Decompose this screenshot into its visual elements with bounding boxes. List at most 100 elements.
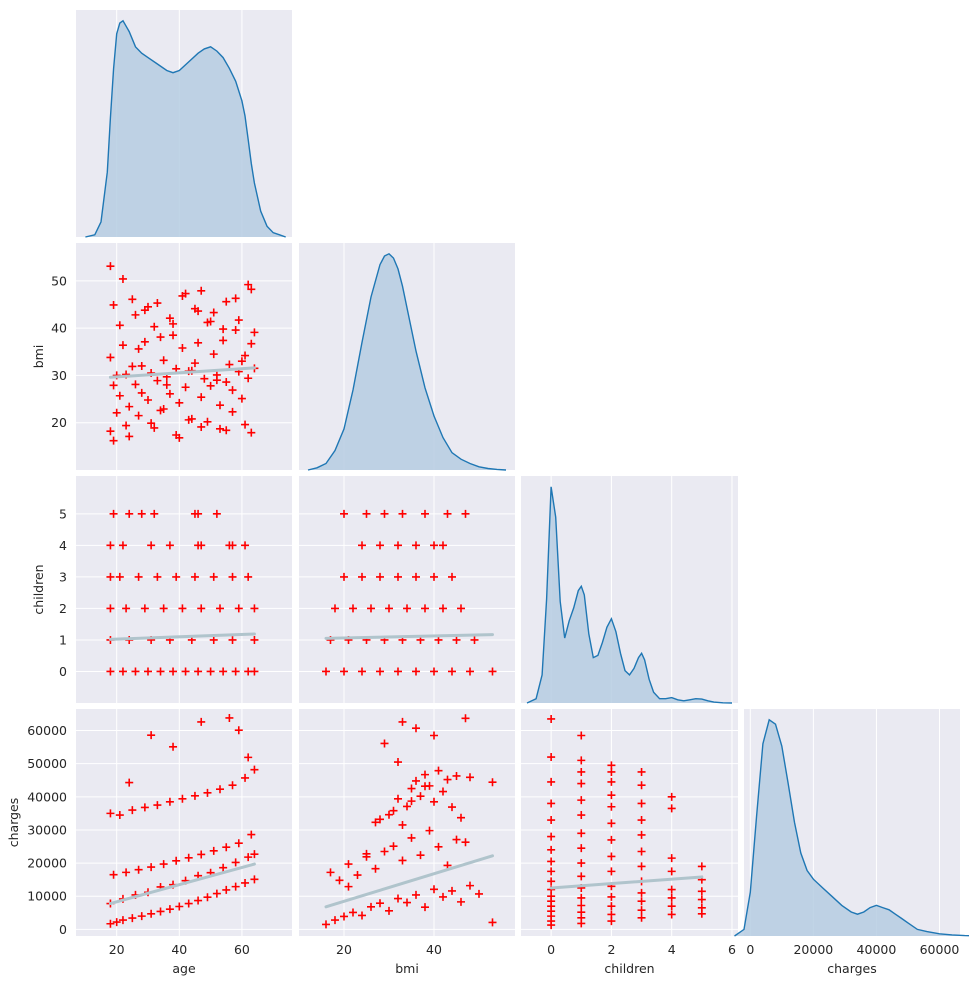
scatter-point <box>241 773 250 782</box>
scatter-point <box>244 853 253 862</box>
scatter-point <box>340 572 348 581</box>
scatter-point <box>577 844 586 853</box>
scatter-point <box>421 903 429 912</box>
kde-line-age <box>85 19 286 238</box>
panel-charges-vs-charges <box>734 709 969 937</box>
scatter-point <box>159 404 168 413</box>
scatter-point <box>137 912 146 921</box>
scatter-point <box>216 604 224 613</box>
scatter-point <box>197 541 206 550</box>
scatter-point <box>394 794 402 803</box>
scatter-point <box>250 765 259 774</box>
scatter-point <box>234 316 243 325</box>
scatter-point <box>547 832 556 841</box>
x-tick-label: 2 <box>607 942 615 957</box>
scatter-point <box>159 860 168 869</box>
scatter-point <box>637 847 646 856</box>
y-tick-label: 30000 <box>27 822 67 837</box>
scatter-point <box>577 859 586 868</box>
panel-children-vs-bmi <box>299 476 515 703</box>
x-axis-label-age: age <box>172 961 196 976</box>
scatter-point <box>156 667 165 676</box>
scatter-point <box>165 905 174 914</box>
kde-area-charges <box>734 719 969 936</box>
scatter-point <box>362 849 371 858</box>
scatter-point <box>203 417 212 426</box>
scatter-point <box>430 667 438 676</box>
scatter-point <box>237 394 246 403</box>
x-axis-label-children: children <box>604 961 654 976</box>
scatter-point <box>175 902 184 911</box>
x-tick-label: 20 <box>336 942 352 957</box>
scatter-point <box>106 919 115 928</box>
scatter-point <box>194 307 203 316</box>
kde-area-children <box>527 486 732 703</box>
scatter-point <box>488 667 497 676</box>
scatter-point <box>335 876 344 885</box>
scatter-point <box>219 667 228 676</box>
scatter-point <box>228 781 237 790</box>
scatter-point <box>162 380 171 389</box>
scatter-point <box>122 421 131 430</box>
x-tick-label: 60000 <box>920 942 960 957</box>
scatter-point <box>118 341 127 350</box>
scatter-point <box>244 753 253 762</box>
x-axis-label-charges: charges <box>827 961 877 976</box>
y-tick-label: 4 <box>59 538 67 553</box>
kde-line-bmi <box>307 252 507 471</box>
y-tick-label: 40000 <box>27 789 67 804</box>
y-tick-label: 10000 <box>27 889 67 904</box>
scatter-point <box>150 509 159 518</box>
scatter-point <box>165 314 174 323</box>
scatter-point <box>607 867 616 876</box>
scatter-point <box>106 667 115 676</box>
scatter-point <box>667 885 676 894</box>
scatter-point <box>109 381 118 390</box>
scatter-point <box>194 338 203 347</box>
scatter-point <box>344 860 353 869</box>
scatter-point <box>131 380 140 389</box>
scatter-point <box>439 892 447 901</box>
scatter-point <box>125 432 134 441</box>
scatter-point <box>448 886 456 895</box>
scatter-point <box>667 910 676 919</box>
scatter-point <box>349 908 357 917</box>
kde-line-charges <box>734 718 969 937</box>
scatter-point <box>216 401 224 410</box>
scatter-point <box>153 801 162 810</box>
scatter-point <box>131 667 140 676</box>
scatter-point <box>250 328 259 337</box>
scatter-point <box>106 809 115 818</box>
scatter-point <box>488 778 497 787</box>
x-tick-label: 0 <box>547 942 555 957</box>
scatter-point <box>172 364 181 373</box>
x-tick-label: 60 <box>234 942 250 957</box>
scatter-point <box>140 604 149 613</box>
scatter-point <box>184 415 193 424</box>
panel-background <box>299 476 515 703</box>
scatter-point <box>385 604 393 613</box>
y-tick-label: 20000 <box>27 856 67 871</box>
scatter-point <box>607 892 616 901</box>
scatter-point <box>637 897 646 906</box>
y-tick-label: 30 <box>51 368 67 383</box>
scatter-point <box>206 381 215 390</box>
scatter-point <box>637 816 646 825</box>
scatter-point <box>250 635 259 644</box>
panel-bmi-vs-age <box>76 243 292 470</box>
scatter-point <box>247 285 256 294</box>
scatter-point <box>547 714 556 723</box>
scatter-point <box>169 319 178 328</box>
panel-bmi-vs-bmi <box>299 243 515 471</box>
scatter-point <box>241 541 250 550</box>
scatter-point <box>697 862 706 871</box>
scatter-point <box>407 833 416 842</box>
scatter-point <box>607 902 616 911</box>
scatter-point <box>439 541 447 550</box>
scatter-point <box>190 572 199 581</box>
scatter-point <box>219 863 228 872</box>
scatter-point <box>237 357 246 366</box>
scatter-point <box>131 310 140 319</box>
scatter-point <box>144 667 152 676</box>
y-tick-label: 0 <box>59 664 67 679</box>
